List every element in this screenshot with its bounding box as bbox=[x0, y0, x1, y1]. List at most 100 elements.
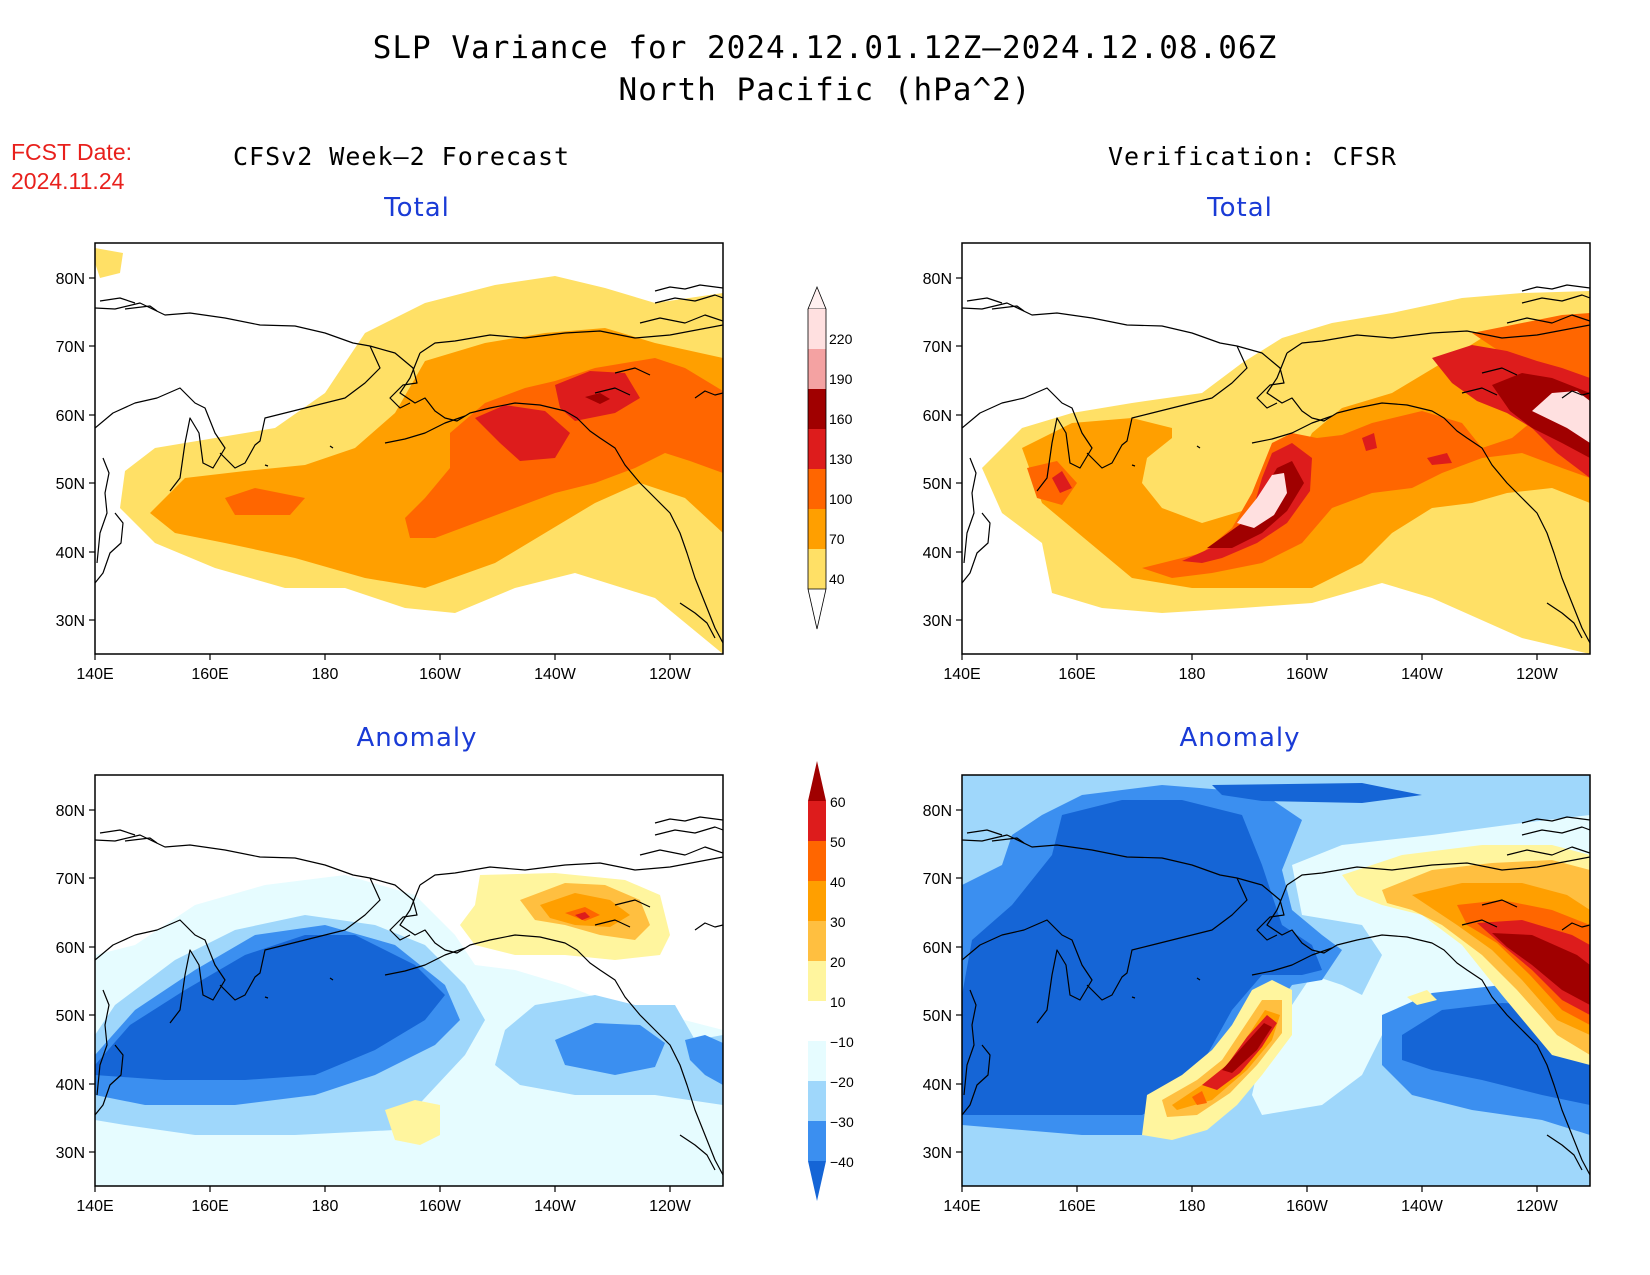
forecast-anomaly-lat-label: 60N bbox=[56, 940, 85, 957]
panel-title-verification-anomaly: Anomaly bbox=[1179, 723, 1301, 753]
verification-total-lon-label: 140W bbox=[1401, 666, 1444, 683]
colorbar-anomaly-swatch bbox=[808, 961, 826, 1001]
colorbar-total-swatch bbox=[808, 389, 826, 429]
colorbar-anomaly-level: −40 bbox=[830, 1154, 854, 1170]
forecast-total-frame bbox=[94, 242, 724, 655]
forecast-anomaly-lat-label: 30N bbox=[56, 1145, 85, 1162]
verification-anomaly-lat-label: 40N bbox=[923, 1077, 952, 1094]
colorbar-anomaly-level: 20 bbox=[830, 954, 846, 970]
figure-title-line2: North Pacific (hPa^2) bbox=[618, 72, 1032, 108]
forecast-total-lat-label: 60N bbox=[56, 408, 85, 425]
colorbar-anomaly-level: −20 bbox=[830, 1074, 854, 1090]
verification-total-lat-label: 70N bbox=[923, 339, 952, 356]
verification-total-frame bbox=[961, 242, 1591, 655]
colorbar-anomaly-top-arrow bbox=[808, 761, 826, 801]
colorbar-anomaly-swatch bbox=[808, 1041, 826, 1081]
forecast-anomaly-lat-label: 70N bbox=[56, 871, 85, 888]
verification-total-lat-label: 40N bbox=[923, 545, 952, 562]
panel-title-verification-total: Total bbox=[1207, 193, 1273, 223]
colorbar-total-level: 100 bbox=[829, 491, 853, 507]
forecast-anomaly-lat-label: 80N bbox=[56, 803, 85, 820]
colorbar-anomaly-bottom-arrow bbox=[808, 1161, 826, 1201]
forecast-total-lat-label: 70N bbox=[56, 339, 85, 356]
verification-total-lon-label: 160E bbox=[1058, 666, 1095, 683]
colorbar-total-swatch bbox=[808, 469, 826, 509]
colorbar-total-level: 160 bbox=[829, 411, 853, 427]
forecast-total-lon-label: 160E bbox=[191, 666, 228, 683]
forecast-total-map bbox=[95, 243, 723, 654]
colorbar-anomaly-level: 40 bbox=[830, 874, 846, 890]
forecast-anomaly-frame bbox=[94, 774, 724, 1187]
colorbar-anomaly-swatch bbox=[808, 1001, 826, 1041]
colorbar-total-swatch bbox=[808, 429, 826, 469]
verification-anomaly-lat-label: 80N bbox=[923, 803, 952, 820]
axis-labels: 80N 70N 60N 50N 40N 30N 140E 160E 180 160W 140W 120… bbox=[56, 271, 1559, 1215]
verification-anomaly-map bbox=[962, 775, 1590, 1186]
verification-total-lon-label: 160W bbox=[1286, 666, 1329, 683]
colorbar-total-top-arrow bbox=[807, 285, 827, 310]
verification-anomaly-lon-label: 160W bbox=[1286, 1198, 1329, 1215]
panel-title-forecast-anomaly: Anomaly bbox=[356, 723, 478, 753]
colorbar-total-swatch bbox=[808, 309, 826, 349]
colorbar-total-bottom-arrow bbox=[807, 588, 827, 630]
panel-title-forecast-total: Total bbox=[384, 193, 450, 223]
forecast-total-lat-label: 80N bbox=[56, 271, 85, 288]
forecast-total-lon-label: 120W bbox=[649, 666, 692, 683]
verification-anomaly-lat-label: 60N bbox=[923, 940, 952, 957]
verification-total-lat-label: 30N bbox=[923, 613, 952, 630]
verification-total-map bbox=[962, 243, 1590, 654]
colorbar-total-level: 130 bbox=[829, 451, 853, 467]
colorbar-anomaly-swatch bbox=[808, 881, 826, 921]
forecast-total-lon-label: 180 bbox=[312, 666, 339, 683]
colorbar-anomaly-swatch bbox=[808, 1121, 826, 1161]
forecast-anomaly-lon-label: 120W bbox=[649, 1198, 692, 1215]
forecast-total-lat-label: 40N bbox=[56, 545, 85, 562]
figure-title-line1: SLP Variance for 2024.12.01.12Z—2024.12.… bbox=[372, 30, 1278, 66]
colorbar-anomaly-swatch bbox=[808, 841, 826, 881]
fcst-date-label: FCST Date: bbox=[11, 139, 132, 165]
forecast-total-lat-label: 30N bbox=[56, 613, 85, 630]
colorbar-anomaly-swatch bbox=[808, 921, 826, 961]
forecast-total-lon-label: 160W bbox=[419, 666, 462, 683]
colorbar-anomaly-swatch bbox=[808, 1081, 826, 1121]
colorbar-anomaly-level: 30 bbox=[830, 914, 846, 930]
verification-anomaly-lon-label: 140E bbox=[943, 1198, 980, 1215]
forecast-anomaly-map bbox=[95, 775, 723, 1186]
colorbar-total-swatch bbox=[808, 509, 826, 549]
column-heading-verification: Verification: CFSR bbox=[1108, 142, 1397, 171]
verification-anomaly-lat-label: 30N bbox=[923, 1145, 952, 1162]
colorbar-anomaly-swatch bbox=[808, 801, 826, 841]
fcst-date-value: 2024.11.24 bbox=[11, 168, 125, 194]
verification-anomaly-lon-label: 180 bbox=[1179, 1198, 1206, 1215]
verification-total-lat-label: 80N bbox=[923, 271, 952, 288]
forecast-anomaly-lat-label: 40N bbox=[56, 1077, 85, 1094]
colorbar-anomaly-level: −30 bbox=[830, 1114, 854, 1130]
forecast-total-lon-label: 140W bbox=[534, 666, 577, 683]
verification-total-lon-label: 180 bbox=[1179, 666, 1206, 683]
forecast-anomaly-lon-label: 180 bbox=[312, 1198, 339, 1215]
colorbar-total-level: 220 bbox=[829, 331, 853, 347]
colorbar-anomaly-level: 10 bbox=[830, 994, 846, 1010]
column-heading-forecast: CFSv2 Week—2 Forecast bbox=[233, 142, 571, 171]
verification-anomaly-lat-label: 50N bbox=[923, 1008, 952, 1025]
colorbar-anomaly: 60 50 40 30 20 10 −10 −20 −30 −40 bbox=[808, 761, 854, 1201]
verification-anomaly-lon-label: 160E bbox=[1058, 1198, 1095, 1215]
colorbar-anomaly-level: 60 bbox=[830, 794, 846, 810]
verification-total-lon-label: 120W bbox=[1516, 666, 1559, 683]
forecast-total-lat-label: 50N bbox=[56, 476, 85, 493]
verification-total-lon-label: 140E bbox=[943, 666, 980, 683]
colorbar-total-swatch bbox=[808, 349, 826, 389]
colorbar-total: 220 190 160 130 100 70 40 bbox=[807, 285, 853, 630]
colorbar-total-level: 190 bbox=[829, 371, 853, 387]
forecast-anomaly-lon-label: 140W bbox=[534, 1198, 577, 1215]
forecast-anomaly-lat-label: 50N bbox=[56, 1008, 85, 1025]
verification-total-lat-label: 50N bbox=[923, 476, 952, 493]
colorbar-anomaly-level: 50 bbox=[830, 834, 846, 850]
verification-anomaly-lon-label: 120W bbox=[1516, 1198, 1559, 1215]
verification-anomaly-frame bbox=[961, 774, 1591, 1187]
forecast-total-lon-label: 140E bbox=[76, 666, 113, 683]
forecast-anomaly-lon-label: 160W bbox=[419, 1198, 462, 1215]
verification-anomaly-lon-label: 140W bbox=[1401, 1198, 1444, 1215]
colorbar-total-level: 70 bbox=[829, 531, 845, 547]
